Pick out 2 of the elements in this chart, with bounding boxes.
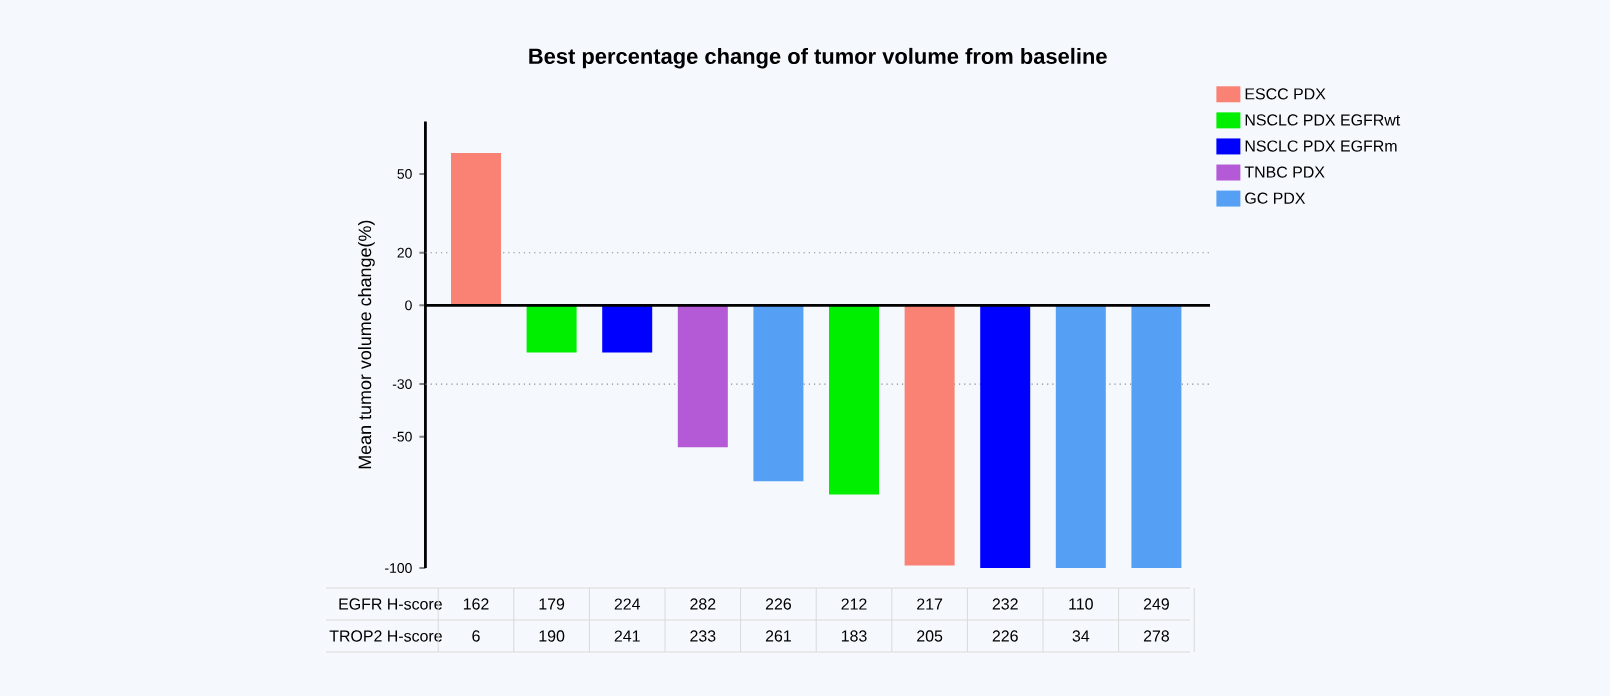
chart-title: Best percentage change of tumor volume from baseline [529,47,1107,69]
y-axis-title: Mean tumor volume change(%) [358,220,375,469]
